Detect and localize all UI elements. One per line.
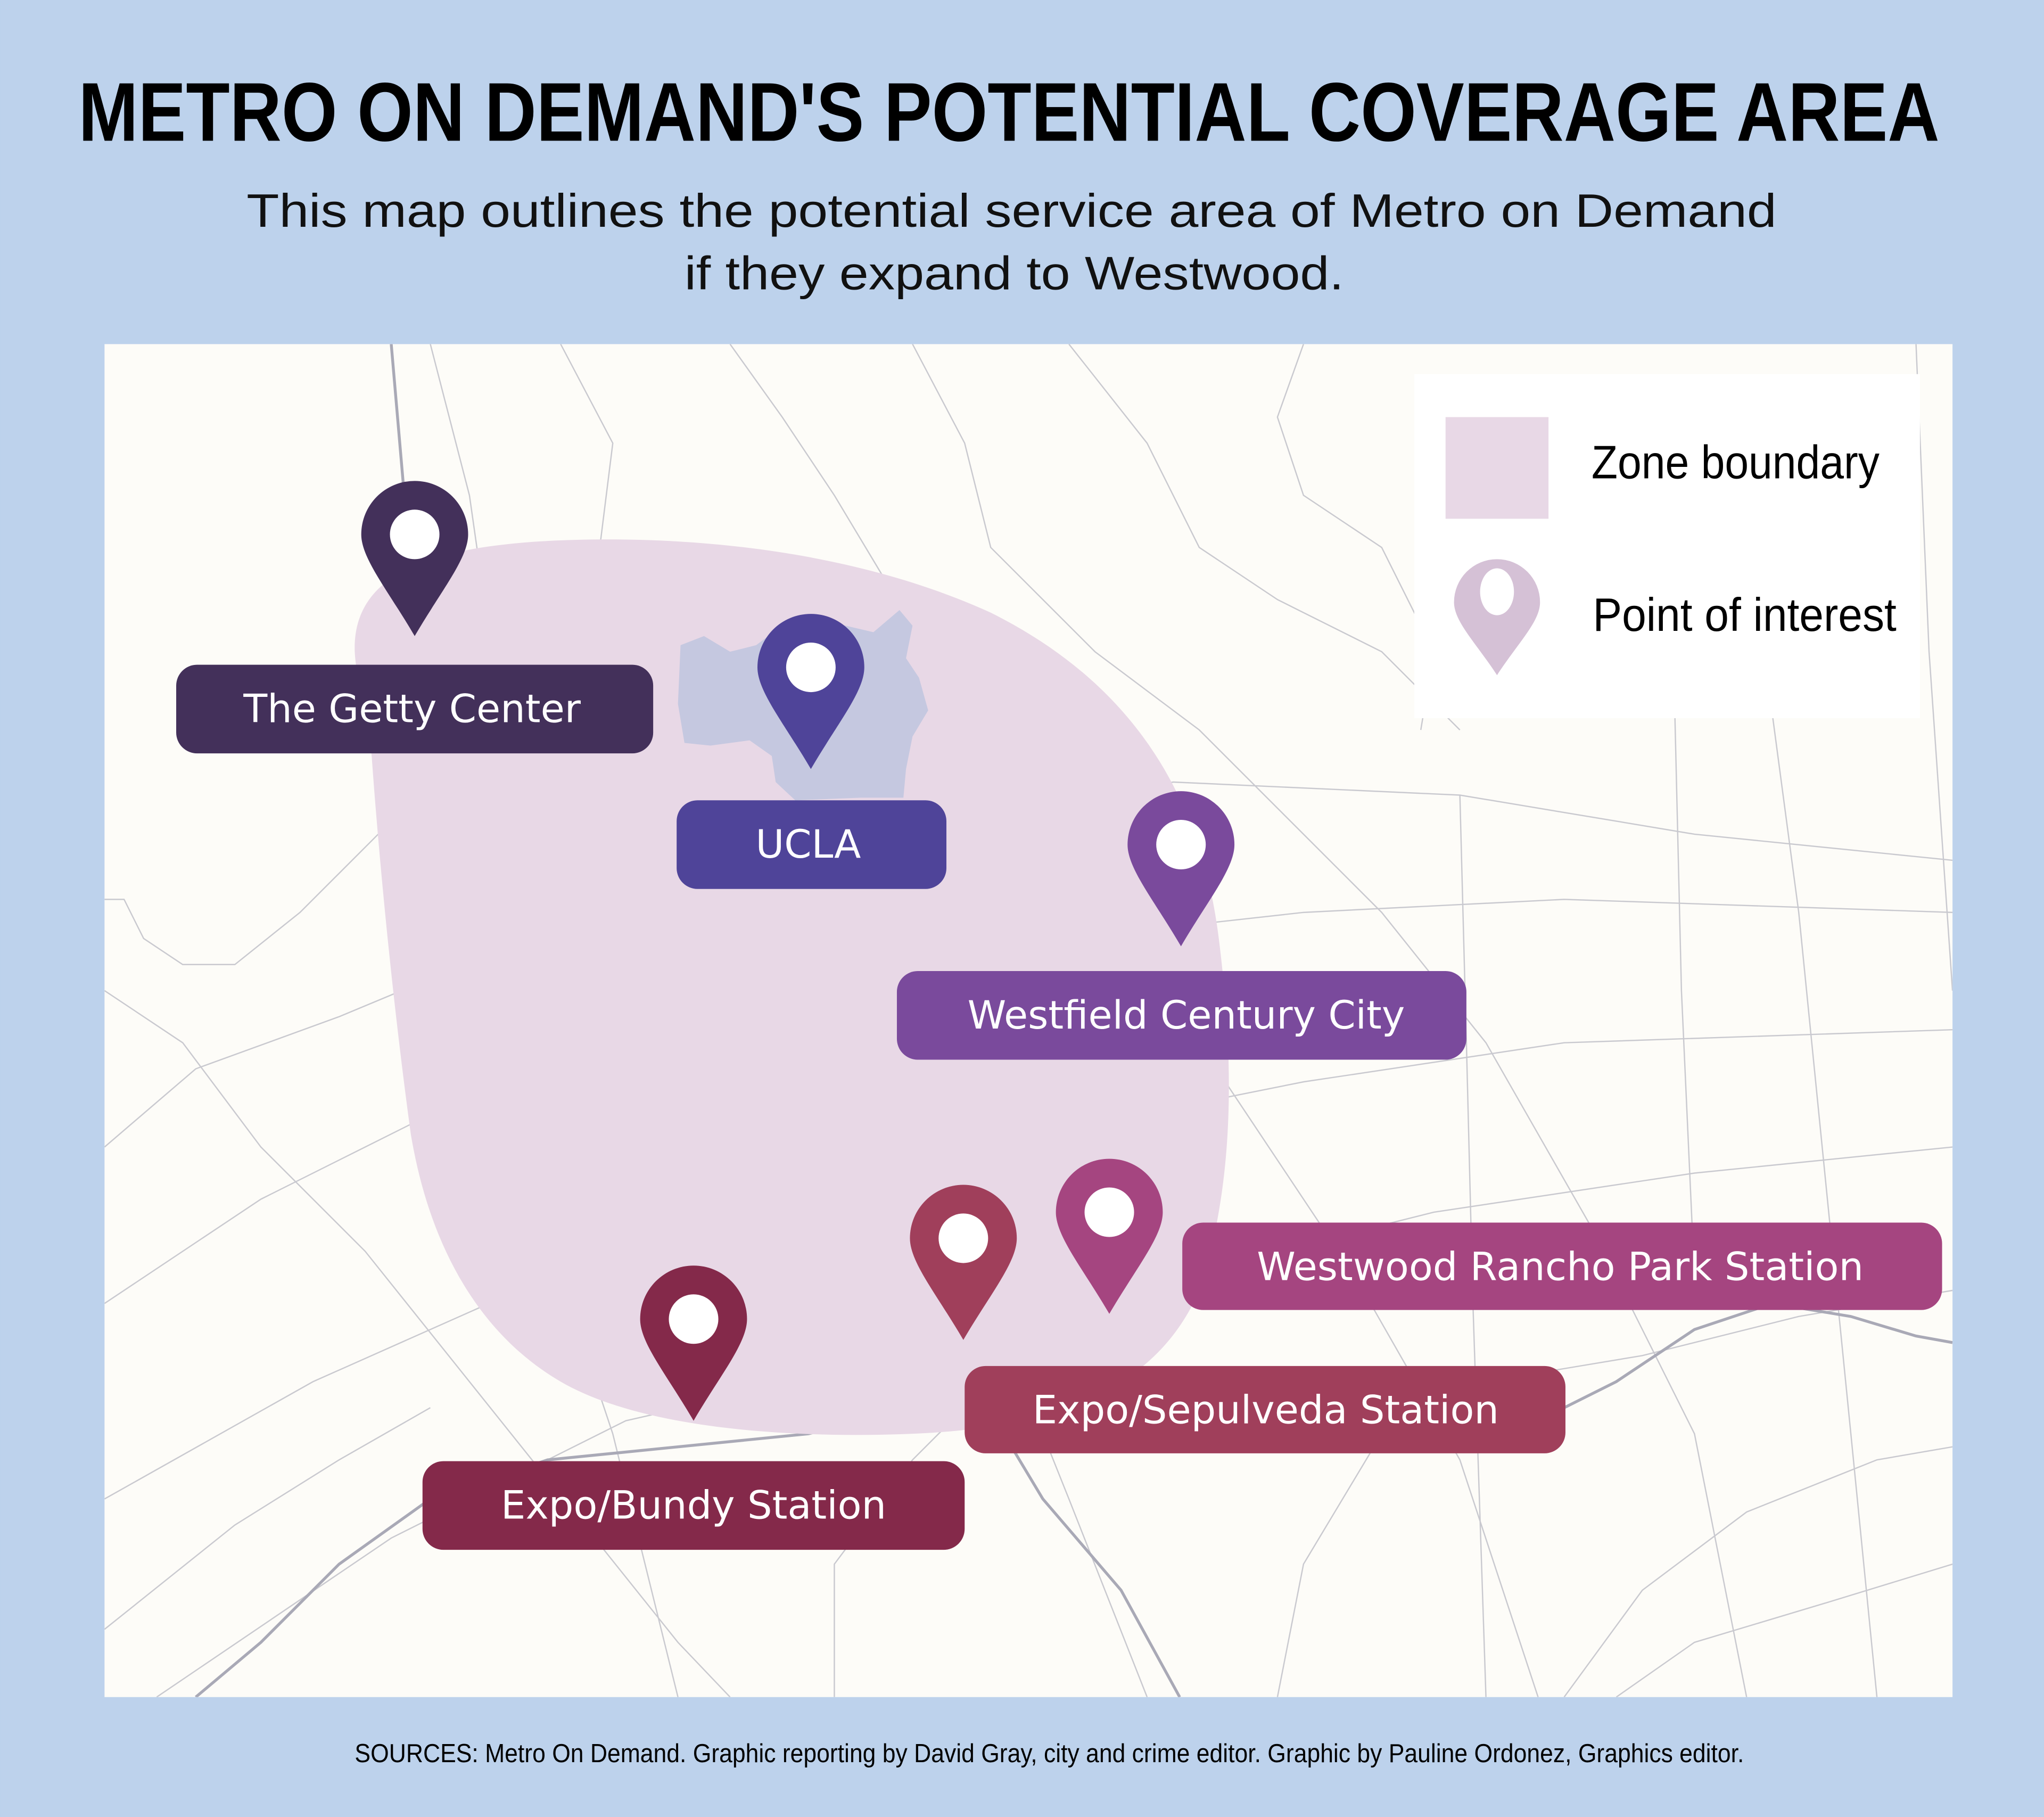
- pin-hole: [390, 509, 440, 560]
- poi-pin-icon: [1454, 559, 1540, 676]
- pin-hole: [938, 1213, 988, 1263]
- subtitle-line-1: This map outlines the potential service …: [246, 184, 1776, 237]
- pin-westfield-century-city[interactable]: [1127, 791, 1235, 947]
- label-getty-center[interactable]: The Getty Center: [176, 664, 654, 754]
- subtitle-line-2: if they expand to Westwood.: [685, 247, 1344, 300]
- label-expo-sepulveda-station[interactable]: Expo/Sepulveda Station: [965, 1366, 1565, 1453]
- page-title: METRO ON DEMAND'S POTENTIAL COVERAGE ARE…: [78, 65, 1939, 159]
- pin-hole: [1084, 1187, 1134, 1237]
- zone-swatch: [1445, 417, 1549, 519]
- legend: Zone boundary Point of interest: [1414, 374, 1920, 719]
- footer-sources: SOURCES: Metro On Demand. Graphic report…: [355, 1739, 1744, 1768]
- pin-hole: [786, 643, 836, 693]
- pin-expo-bundy-station[interactable]: [640, 1265, 747, 1421]
- label-ucla[interactable]: UCLA: [677, 800, 946, 889]
- label-expo-bundy-station[interactable]: Expo/Bundy Station: [422, 1461, 965, 1550]
- zone-boundary: [355, 539, 1229, 1435]
- label-westfield-century-city[interactable]: Westfield Century City: [896, 971, 1466, 1060]
- label-text: UCLA: [756, 822, 861, 867]
- label-text: Expo/Bundy Station: [501, 1483, 886, 1528]
- pin-ucla[interactable]: [757, 614, 864, 769]
- label-westwood-rancho-park-station[interactable]: Westwood Rancho Park Station: [1182, 1222, 1942, 1310]
- label-text: The Getty Center: [243, 686, 581, 731]
- map[interactable]: The Getty Center UCLA Westfield Century …: [104, 344, 1953, 1697]
- label-text: Westwood Rancho Park Station: [1257, 1244, 1864, 1289]
- pin-hole: [669, 1294, 719, 1344]
- points-of-interest: [361, 481, 1235, 1421]
- pin-westwood-rancho-park-station[interactable]: [1056, 1158, 1163, 1314]
- pin-expo-sepulveda-station[interactable]: [910, 1185, 1017, 1340]
- legend-zone-label: Zone boundary: [1592, 436, 1880, 489]
- pin-getty-center[interactable]: [361, 481, 468, 636]
- pin-hole: [1156, 820, 1206, 870]
- legend-poi-label: Point of interest: [1593, 588, 1896, 641]
- label-text: Westfield Century City: [968, 993, 1405, 1038]
- label-text: Expo/Sepulveda Station: [1033, 1388, 1499, 1433]
